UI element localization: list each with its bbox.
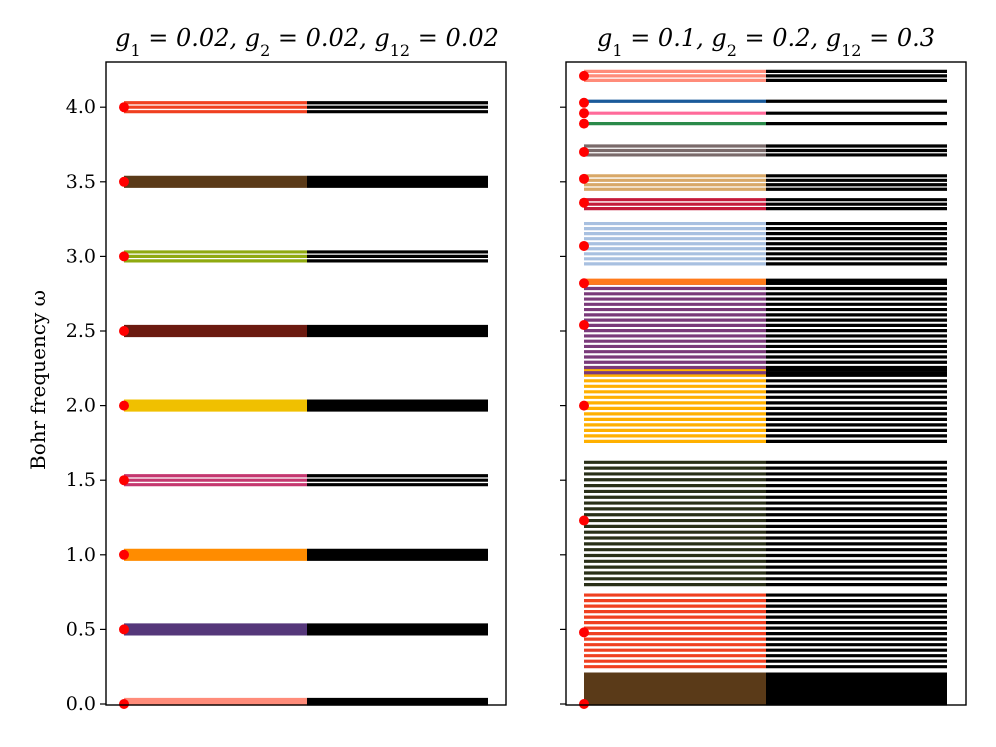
marker-point [579,118,589,129]
panel-right-markers [579,70,589,709]
panel-left-levels [124,101,488,706]
marker-point [579,699,589,709]
marker-point [579,197,589,208]
panel-right-levels [584,69,947,706]
marker-point [579,70,589,81]
y-tick-label: 3.5 [66,171,96,193]
marker-point [119,176,129,187]
marker-point [579,173,589,184]
marker-point [119,326,129,336]
panel-left-frame [105,61,507,706]
panel-right: g1 = 0.1, g2 = 0.2, g12 = 0.3 [565,24,967,709]
marker-point [579,627,589,638]
marker-point [579,97,589,108]
marker-point [579,146,589,157]
marker-point [119,102,129,113]
marker-point [579,278,589,289]
panel-left: g1 = 0.02, g2 = 0.02, g12 = 0.02 [105,24,507,709]
y-tick-label: 0.5 [66,618,96,640]
y-tick-label: 2.5 [66,320,96,342]
y-tick-label: 3.0 [66,245,96,267]
y-tick-label: 2.0 [66,395,96,417]
y-tick-label: 1.5 [66,469,96,491]
marker-point [119,400,129,411]
marker-point [119,624,129,635]
marker-point [579,108,589,119]
marker-point [119,549,129,560]
marker-point [579,400,589,411]
marker-point [119,699,129,709]
panel-left-markers [119,102,129,709]
marker-point [579,240,589,251]
marker-point [119,475,129,486]
panel-left-title: g1 = 0.02, g2 = 0.02, g12 = 0.02 [115,24,499,60]
y-axis-label: Bohr frequency ω [26,290,50,470]
panel-right-frame [565,61,967,706]
panel-right-title: g1 = 0.1, g2 = 0.2, g12 = 0.3 [597,24,935,60]
y-tick-label: 4.0 [66,96,96,118]
marker-point [579,320,589,331]
y-tick-label: 1.0 [66,544,96,566]
marker-point [119,251,129,262]
y-axis-ticks: 0.0 0.5 1.0 1.5 2.0 2.5 3.0 3.5 4.0 [66,96,566,715]
marker-point [579,515,589,526]
y-tick-label: 0.0 [66,693,96,715]
